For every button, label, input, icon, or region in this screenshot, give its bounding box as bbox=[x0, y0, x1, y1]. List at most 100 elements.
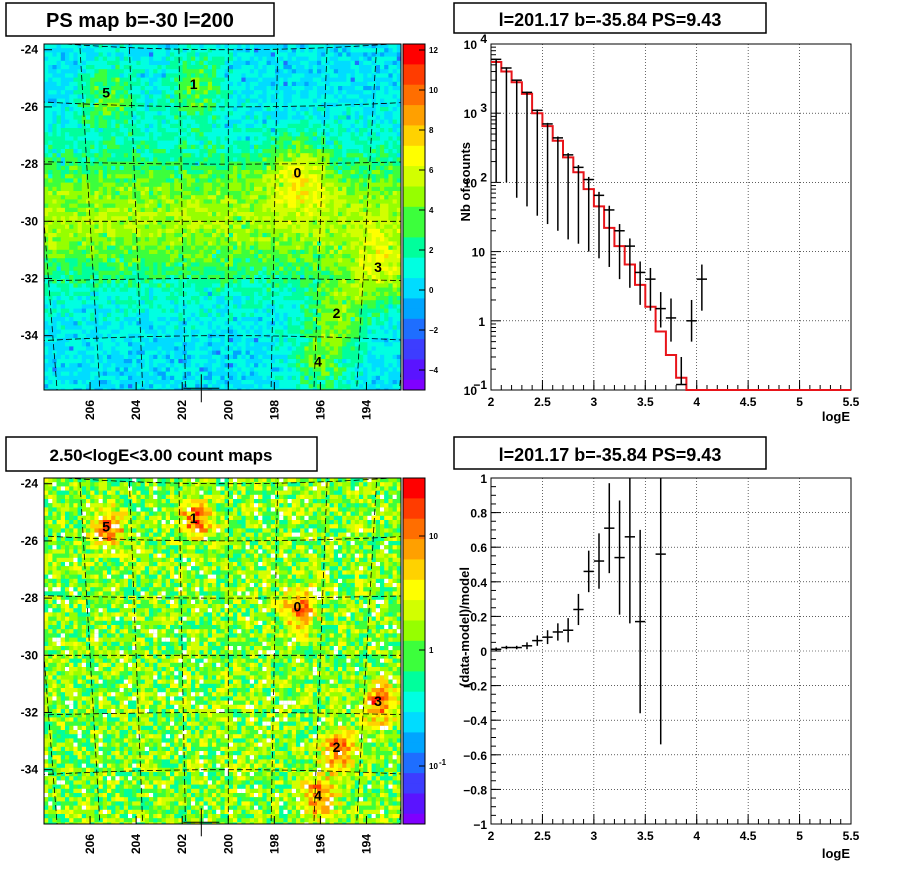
heatmap-cell bbox=[77, 186, 83, 192]
heatmap-cell bbox=[216, 195, 221, 200]
heatmap-cell bbox=[388, 191, 393, 196]
heatmap-cell bbox=[287, 65, 293, 70]
heatmap-cell bbox=[178, 102, 183, 108]
heatmap-cell bbox=[317, 178, 322, 183]
heatmap-cell bbox=[98, 186, 104, 192]
heatmap-cell bbox=[333, 153, 339, 158]
heatmap-cell bbox=[241, 283, 246, 288]
heatmap-cell bbox=[195, 182, 200, 188]
heatmap-cell bbox=[338, 123, 343, 129]
heatmap-cell bbox=[65, 233, 70, 238]
heatmap-cell bbox=[249, 207, 255, 213]
heatmap-cell bbox=[392, 237, 398, 242]
heatmap-cell bbox=[392, 52, 398, 57]
heatmap-cell bbox=[321, 102, 326, 108]
heatmap-cell bbox=[367, 81, 372, 87]
heatmap-cell bbox=[199, 60, 204, 66]
heatmap-cell bbox=[249, 195, 255, 200]
heatmap-cell bbox=[384, 107, 389, 112]
heatmap-cell bbox=[161, 132, 167, 137]
heatmap-cell bbox=[338, 81, 343, 87]
heatmap-cell bbox=[60, 258, 66, 263]
heatmap-cell bbox=[212, 98, 217, 104]
heatmap-cell bbox=[228, 266, 234, 272]
heatmap-cell bbox=[363, 165, 368, 171]
heatmap-cell bbox=[354, 157, 360, 162]
heatmap-cell bbox=[90, 90, 95, 95]
heatmap-cell bbox=[52, 165, 57, 171]
heatmap-cell bbox=[73, 207, 78, 213]
heatmap-cell bbox=[203, 170, 209, 175]
heatmap-cell bbox=[325, 224, 330, 230]
heatmap-cell bbox=[308, 228, 314, 234]
heatmap-cell bbox=[216, 52, 221, 57]
heatmap-cell bbox=[81, 140, 87, 146]
heatmap-cell bbox=[224, 161, 230, 167]
heatmap-cell bbox=[249, 86, 255, 91]
heatmap-cell bbox=[233, 241, 238, 246]
heatmap-cell bbox=[60, 132, 66, 137]
heatmap-cell bbox=[300, 270, 305, 276]
heatmap-cell bbox=[191, 44, 196, 49]
heatmap-cell bbox=[254, 60, 259, 66]
heatmap-cell bbox=[300, 237, 305, 242]
heatmap-cell bbox=[212, 245, 217, 251]
heatmap-cell bbox=[170, 44, 175, 49]
heatmap-cell bbox=[266, 207, 272, 213]
heatmap-cell bbox=[296, 136, 301, 141]
heatmap-cell bbox=[350, 254, 356, 259]
heatmap-cell bbox=[392, 266, 398, 272]
heatmap-cell bbox=[216, 44, 221, 49]
heatmap-cell bbox=[396, 52, 401, 57]
heatmap-cell bbox=[312, 216, 318, 221]
heatmap-cell bbox=[81, 128, 87, 133]
heatmap-cell bbox=[321, 174, 326, 179]
heatmap-cell bbox=[228, 48, 234, 53]
heatmap-cell bbox=[270, 140, 276, 146]
heatmap-cell bbox=[233, 191, 238, 196]
heatmap-cell bbox=[359, 132, 364, 137]
heatmap-cell bbox=[60, 199, 66, 204]
heatmap-cell bbox=[354, 161, 360, 167]
heatmap-cell bbox=[388, 174, 393, 179]
heatmap-cell bbox=[56, 199, 62, 204]
heatmap-cell bbox=[207, 153, 213, 158]
heatmap-cell bbox=[186, 44, 192, 49]
heatmap-cell bbox=[270, 249, 276, 255]
heatmap-cell bbox=[119, 94, 125, 99]
heatmap-cell bbox=[153, 65, 158, 70]
heatmap-cell bbox=[216, 199, 221, 204]
heatmap-cell bbox=[52, 115, 57, 120]
heatmap-cell bbox=[338, 77, 343, 83]
heatmap-cell bbox=[56, 186, 62, 192]
heatmap-cell bbox=[191, 174, 196, 179]
heatmap-cell bbox=[73, 86, 78, 91]
heatmap-cell bbox=[140, 69, 146, 74]
heatmap-cell bbox=[325, 102, 330, 108]
heatmap-cell bbox=[86, 73, 91, 78]
heatmap-cell bbox=[60, 107, 66, 112]
heatmap-cell bbox=[266, 279, 272, 284]
heatmap-cell bbox=[69, 270, 74, 276]
heatmap-cell bbox=[115, 65, 120, 70]
heatmap-cell bbox=[245, 115, 251, 120]
heatmap-cell bbox=[275, 102, 280, 108]
heatmap-cell bbox=[245, 237, 251, 242]
heatmap-cell bbox=[60, 228, 66, 234]
heatmap-cell bbox=[270, 123, 276, 129]
heatmap-cell bbox=[216, 228, 221, 234]
heatmap-cell bbox=[375, 266, 381, 272]
heatmap-cell bbox=[136, 94, 141, 99]
heatmap-cell bbox=[140, 249, 146, 255]
heatmap-cell bbox=[388, 149, 393, 154]
heatmap-cell bbox=[275, 233, 280, 238]
heatmap-cell bbox=[56, 90, 62, 95]
heatmap-cell bbox=[237, 86, 242, 91]
heatmap-cell bbox=[165, 283, 171, 288]
heatmap-cell bbox=[367, 149, 372, 154]
heatmap-cell bbox=[86, 56, 91, 62]
heatmap-cell bbox=[107, 245, 112, 251]
heatmap-cell bbox=[262, 203, 267, 209]
heatmap-cell bbox=[300, 178, 305, 183]
heatmap-cell bbox=[149, 77, 154, 83]
